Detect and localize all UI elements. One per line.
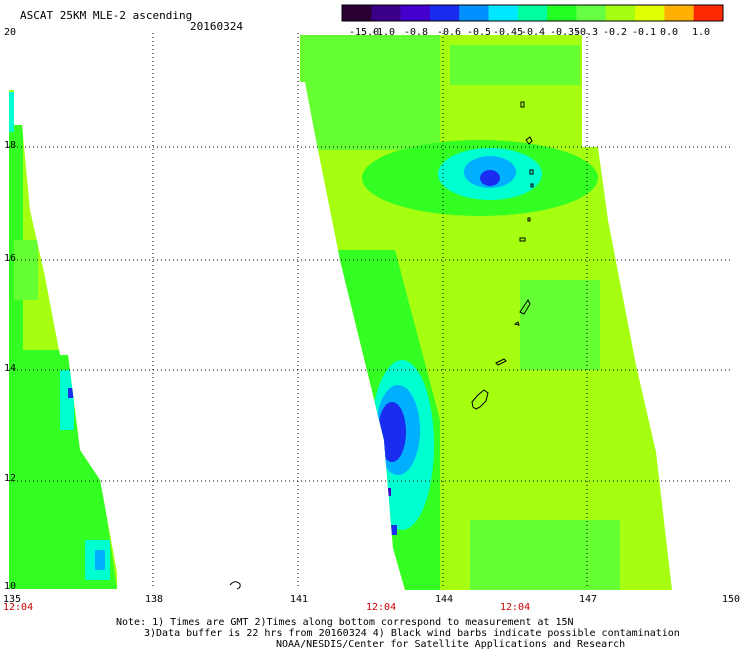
island-outline bbox=[519, 299, 531, 315]
colorbar-swatch bbox=[371, 5, 402, 21]
colorbar-label: -0.8 bbox=[404, 27, 428, 38]
colorbar-swatch bbox=[429, 5, 460, 21]
island-outlines bbox=[229, 101, 534, 590]
lat-label: 12 bbox=[4, 473, 16, 484]
island-outline bbox=[519, 237, 526, 242]
lat-label: 10 bbox=[4, 581, 16, 592]
island-outline bbox=[520, 101, 525, 108]
lat-label: 16 bbox=[4, 253, 16, 264]
colorbar-swatch bbox=[605, 5, 636, 21]
footer-credit: NOAA/NESDIS/Center for Satellite Applica… bbox=[276, 639, 626, 650]
colorbar-label: -0.45 bbox=[493, 27, 523, 38]
vortex-core bbox=[480, 170, 500, 186]
lat-label: 20 bbox=[4, 27, 16, 38]
island-guam bbox=[471, 389, 489, 410]
swath-west bbox=[9, 90, 117, 589]
colorbar-label: -15.0 bbox=[349, 27, 379, 38]
island-outline bbox=[525, 136, 533, 145]
island-outline bbox=[527, 217, 531, 222]
colorbar-label: -0.4 bbox=[521, 27, 545, 38]
colorbar: -15.0-1.0 -0.8 -0.6 -0.5 -0.45-0.4 -0.35-0.3-… bbox=[341, 4, 724, 38]
lat-label: 14 bbox=[4, 363, 16, 374]
swath-east-north-green-2 bbox=[450, 45, 580, 85]
swath-east-mid-green bbox=[520, 280, 600, 370]
colorbar-swatch bbox=[459, 5, 490, 21]
time-label: 12:04 bbox=[500, 602, 530, 613]
colorbar-label: 1.0 bbox=[692, 27, 710, 38]
colorbar-swatch bbox=[693, 5, 724, 21]
swath-west-cyan-patch bbox=[60, 370, 74, 430]
latitude-labels: 20 18 16 14 12 10 bbox=[4, 27, 16, 592]
lon-label: 147 bbox=[579, 594, 597, 605]
colorbar-label: -0.35 bbox=[550, 27, 580, 38]
colorbar-label: -0.1 bbox=[632, 27, 656, 38]
lon-label: 141 bbox=[290, 594, 308, 605]
lon-label: 135 bbox=[3, 594, 21, 605]
swath-east-south-green bbox=[470, 520, 620, 590]
time-label: 12:04 bbox=[3, 602, 33, 613]
colorbar-swatch bbox=[664, 5, 695, 21]
swath-east bbox=[300, 35, 672, 590]
colorbar-label: -0.3 bbox=[574, 27, 598, 38]
colorbar-label: -0.5 bbox=[467, 27, 491, 38]
colorbar-swatch bbox=[547, 5, 577, 21]
swath-west-sky-south bbox=[95, 550, 105, 570]
colorbar-labels: -15.0-1.0 -0.8 -0.6 -0.5 -0.45-0.4 -0.35-0.3-… bbox=[349, 27, 710, 38]
colorbar-label: -1.0 bbox=[371, 27, 395, 38]
time-label: 12:04 bbox=[366, 602, 396, 613]
island-outline bbox=[495, 358, 507, 366]
swath-west-mid-green bbox=[14, 240, 38, 300]
colorbar-swatch bbox=[488, 5, 519, 21]
colorbar-swatch bbox=[517, 5, 548, 21]
south-violet-pixel bbox=[383, 488, 391, 496]
colorbar-swatch bbox=[400, 5, 431, 21]
colorbar-swatch bbox=[342, 5, 372, 21]
time-labels: 12:04 12:04 12:04 bbox=[3, 602, 530, 613]
lon-label: 144 bbox=[435, 594, 453, 605]
island-outline bbox=[529, 169, 534, 175]
island-outline bbox=[513, 321, 520, 326]
footer-note-line1: Note: 1) Times are GMT 2)Times along bot… bbox=[116, 617, 574, 628]
lon-label: 150 bbox=[722, 594, 740, 605]
colorbar-frame bbox=[341, 4, 724, 22]
lat-lon-grid bbox=[9, 33, 731, 589]
colorbar-label: -0.2 bbox=[603, 27, 627, 38]
colorbar-label: 0.0 bbox=[660, 27, 678, 38]
longitude-labels: 135 138 141 144 147 150 bbox=[3, 594, 740, 605]
colorbar-swatch bbox=[576, 5, 607, 21]
lon-label: 138 bbox=[145, 594, 163, 605]
south-blue-pixel bbox=[389, 525, 397, 535]
colorbar-label: -0.6 bbox=[437, 27, 461, 38]
colorbar-swatch bbox=[635, 5, 665, 21]
swath-west-blue-pixel bbox=[68, 388, 76, 398]
product-date: 20160324 bbox=[190, 20, 243, 33]
footer-note-line2: 3)Data buffer is 22 hrs from 20160324 4)… bbox=[144, 628, 680, 639]
swath-east-north-green bbox=[300, 35, 440, 150]
lat-label: 18 bbox=[4, 140, 16, 151]
swath-west-top-cyan bbox=[9, 92, 14, 132]
swath-west-south-green bbox=[9, 350, 117, 589]
product-title: ASCAT 25KM MLE-2 ascending bbox=[20, 9, 193, 22]
south-blue-patch bbox=[378, 402, 406, 462]
colorbar-swatches bbox=[342, 5, 724, 21]
island-outline bbox=[229, 581, 241, 590]
island-outline bbox=[530, 183, 534, 188]
